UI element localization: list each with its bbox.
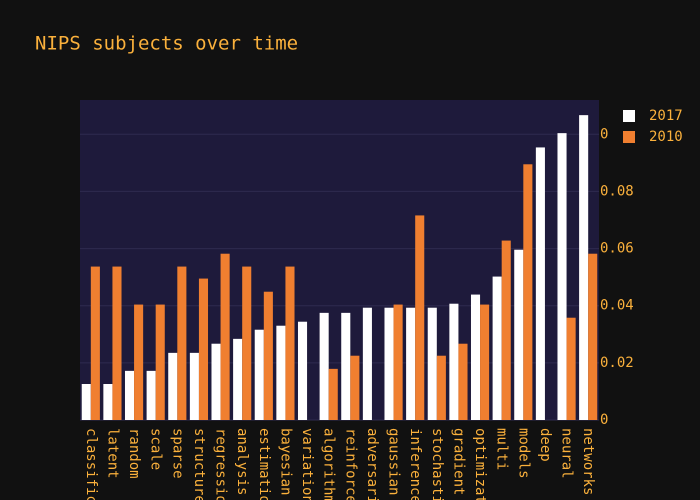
- bar: [168, 352, 178, 420]
- bar: [523, 164, 533, 420]
- bar: [242, 266, 252, 420]
- x-tick-label: networks: [580, 428, 596, 495]
- bar: [480, 304, 490, 420]
- bar: [449, 303, 459, 420]
- bar: [81, 384, 91, 420]
- x-tick-label: optimization: [472, 428, 488, 500]
- x-tick-label: variational: [299, 428, 315, 500]
- x-tick-label: adversarial: [364, 428, 380, 500]
- legend-swatch: [623, 131, 635, 143]
- x-tick-label: latent: [104, 428, 120, 479]
- x-tick-label: regression: [213, 428, 229, 500]
- y-tick-label: 0: [600, 412, 608, 428]
- chart-title: NIPS subjects over time: [35, 33, 298, 55]
- bar: [328, 368, 338, 420]
- bar: [211, 343, 221, 420]
- x-tick-label: algorithms: [321, 428, 337, 500]
- bar: [566, 317, 576, 420]
- x-tick-label: gradient: [450, 428, 466, 495]
- x-tick-label: structured: [191, 428, 207, 500]
- bar: [393, 304, 403, 420]
- x-tick-label: sparse: [169, 428, 185, 479]
- bar: [384, 307, 394, 420]
- bar: [297, 321, 308, 420]
- y-tick-label: 0: [600, 126, 608, 142]
- bar: [177, 266, 187, 420]
- x-tick-label: classification: [83, 428, 99, 500]
- bar: [103, 384, 113, 420]
- bar: [406, 307, 416, 420]
- bar: [492, 276, 502, 420]
- x-tick-label: bayesian: [277, 428, 293, 495]
- bar: [458, 343, 468, 420]
- x-tick-label: estimation: [256, 428, 272, 500]
- bar: [415, 215, 425, 420]
- bar: [254, 329, 264, 420]
- bar: [557, 133, 567, 420]
- bar: [470, 294, 481, 420]
- y-tick-label: 0.08: [600, 183, 634, 199]
- x-tick-label: stochastic: [429, 428, 445, 500]
- x-tick-label: gaussian: [386, 428, 402, 495]
- bar: [189, 352, 199, 420]
- x-tick-label: neural: [559, 428, 575, 479]
- y-tick-label: 0.04: [600, 298, 634, 314]
- bar: [535, 147, 545, 420]
- legend-label: 2010: [649, 129, 683, 145]
- bar: [233, 338, 243, 420]
- x-tick-label: scale: [148, 428, 164, 470]
- legend-swatch: [623, 110, 635, 122]
- x-tick-label: inference: [407, 428, 423, 500]
- x-tick-label: reinforcement: [342, 428, 358, 500]
- x-tick-label: multi: [494, 428, 510, 470]
- bar: [112, 266, 122, 420]
- bar: [198, 278, 209, 420]
- bar: [427, 307, 437, 420]
- bar: [588, 253, 598, 420]
- bar: [146, 370, 156, 420]
- x-tick-label: analysis: [234, 428, 250, 495]
- bar: [276, 325, 286, 420]
- bar: [319, 312, 329, 420]
- bar: [350, 355, 360, 420]
- x-tick-label: models: [515, 428, 531, 479]
- bar: [579, 115, 589, 421]
- y-tick-label: 0.02: [600, 355, 634, 371]
- bar: [285, 266, 295, 420]
- bar: [134, 304, 144, 420]
- bar: [90, 266, 100, 420]
- x-tick-label: random: [126, 428, 142, 479]
- bar: [362, 307, 372, 420]
- bar: [514, 249, 524, 420]
- legend-label: 2017: [649, 108, 683, 124]
- bar: [501, 240, 511, 420]
- plot-area: [80, 100, 599, 420]
- bar: [341, 312, 351, 420]
- bar: [220, 253, 230, 420]
- x-tick-label: deep: [537, 428, 553, 462]
- bar: [155, 304, 165, 420]
- bar: [124, 370, 135, 420]
- y-tick-label: 0.06: [600, 241, 634, 257]
- bar: [263, 291, 273, 420]
- bar: [436, 355, 446, 420]
